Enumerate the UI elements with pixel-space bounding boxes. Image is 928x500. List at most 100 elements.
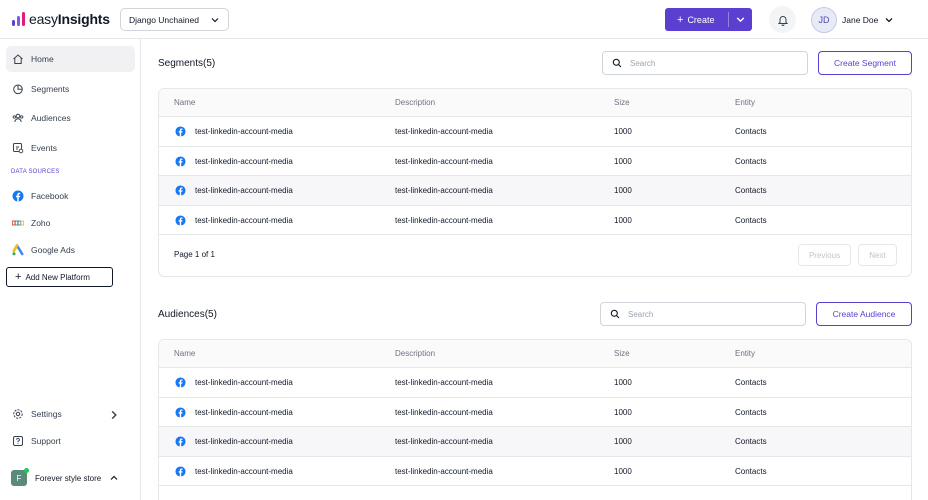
create-segment-button[interactable]: Create Segment	[818, 51, 912, 75]
sidebar-item-label: Segments	[31, 84, 70, 94]
sidebar-item-facebook[interactable]: Facebook	[6, 183, 135, 209]
gear-icon	[13, 409, 23, 419]
users-icon	[12, 113, 24, 123]
row-description: test-linkedin-account-media	[395, 437, 493, 446]
store-name: Forever style store	[35, 473, 102, 483]
column-header-description[interactable]: Description	[395, 98, 436, 107]
row-size: 1000	[614, 437, 632, 446]
chevron-down-icon	[211, 18, 219, 23]
table-header: Name Description Size Entity	[159, 89, 911, 117]
table-row[interactable]: test-linkedin-account-media test-linkedi…	[159, 398, 911, 427]
data-sources-label: DATA SOURCES	[11, 169, 60, 175]
workspace-select[interactable]: Django Unchained	[120, 8, 229, 31]
facebook-icon	[175, 406, 186, 418]
segments-table: Name Description Size Entity test-linked…	[158, 88, 912, 277]
facebook-icon	[175, 436, 186, 447]
column-header-name[interactable]: Name	[174, 349, 196, 358]
add-platform-label: Add New Platform	[25, 272, 90, 282]
facebook-icon	[12, 190, 24, 202]
segments-search[interactable]	[602, 51, 808, 75]
chevron-right-icon	[111, 410, 117, 420]
audiences-search[interactable]	[600, 302, 806, 326]
column-header-entity[interactable]: Entity	[735, 349, 756, 358]
row-name: test-linkedin-account-media	[195, 378, 293, 387]
sidebar-item-zoho[interactable]: Zoho	[6, 210, 135, 236]
row-name: test-linkedin-account-media	[195, 127, 293, 136]
table-header: Name Description Size Entity	[159, 340, 911, 368]
search-icon	[610, 309, 620, 319]
search-icon	[612, 58, 622, 68]
store-avatar: F	[11, 468, 29, 486]
column-header-description[interactable]: Description	[395, 349, 436, 358]
sidebar-item-label: Home	[31, 54, 54, 64]
chevron-down-icon	[885, 17, 893, 22]
chevron-up-icon	[110, 475, 118, 480]
next-page-button[interactable]: Next	[858, 244, 897, 266]
user-menu[interactable]: JD Jane Doe	[811, 6, 894, 33]
notifications-button[interactable]	[769, 6, 796, 33]
row-entity: Contacts	[735, 466, 767, 476]
bell-icon	[777, 15, 788, 26]
sidebar-item-label: Settings	[31, 409, 62, 419]
audiences-table: Name Description Size Entity test-linked…	[158, 339, 912, 500]
add-new-platform-button[interactable]: + Add New Platform	[6, 267, 113, 287]
row-size: 1000	[614, 186, 632, 195]
pie-chart-icon	[13, 84, 23, 95]
create-audience-button[interactable]: Create Audience	[816, 302, 912, 326]
sidebar-item-events[interactable]: Events	[6, 135, 135, 161]
column-header-entity[interactable]: Entity	[735, 98, 756, 107]
zoho-icon	[12, 220, 24, 226]
column-header-size[interactable]: Size	[614, 349, 630, 358]
chevron-down-icon[interactable]	[735, 14, 746, 25]
user-name: Jane Doe	[842, 14, 879, 25]
table-row[interactable]: test-linkedin-account-media test-linkedi…	[159, 117, 911, 147]
row-description: test-linkedin-account-media	[395, 215, 493, 225]
help-icon	[13, 436, 23, 446]
logo-bars-icon	[12, 12, 25, 26]
row-entity: Contacts	[735, 127, 767, 136]
sidebar-item-segments[interactable]: Segments	[6, 76, 135, 102]
row-name: test-linkedin-account-media	[195, 437, 293, 446]
plus-icon: +	[677, 13, 684, 26]
table-row[interactable]: test-linkedin-account-media test-linkedi…	[159, 206, 911, 235]
table-row[interactable]: test-linkedin-account-media test-linkedi…	[159, 427, 911, 457]
sidebar-item-settings[interactable]: Settings	[6, 401, 135, 427]
table-row[interactable]: test-linkedin-account-media test-linkedi…	[159, 176, 911, 206]
page-indicator: Page 1 of 1	[174, 250, 215, 259]
create-button[interactable]: + Create	[665, 8, 752, 31]
column-header-size[interactable]: Size	[614, 98, 630, 107]
row-entity: Contacts	[735, 156, 767, 166]
row-name: test-linkedin-account-media	[195, 156, 293, 166]
sidebar-item-label: Google Ads	[31, 245, 75, 255]
previous-page-button[interactable]: Previous	[798, 244, 851, 266]
row-description: test-linkedin-account-media	[395, 466, 493, 476]
sidebar-item-support[interactable]: Support	[6, 428, 135, 454]
row-description: test-linkedin-account-media	[395, 127, 493, 136]
brand-name: easyInsights	[29, 11, 110, 27]
column-header-name[interactable]: Name	[174, 98, 196, 107]
segments-title: Segments(5)	[158, 58, 216, 69]
sidebar-item-label: Events	[31, 143, 57, 153]
row-entity: Contacts	[735, 215, 767, 225]
row-name: test-linkedin-account-media	[195, 407, 293, 417]
brand-logo[interactable]: easyInsights	[12, 9, 110, 29]
create-label: Create	[687, 14, 715, 25]
table-row[interactable]: test-linkedin-account-media test-linkedi…	[159, 147, 911, 176]
row-name: test-linkedin-account-media	[195, 466, 293, 476]
sidebar-item-label: Audiences	[31, 113, 71, 123]
row-size: 1000	[614, 466, 632, 476]
facebook-icon	[175, 465, 186, 477]
audiences-title: Audiences(5)	[158, 309, 217, 320]
segments-search-input[interactable]	[630, 58, 780, 68]
sidebar-item-home[interactable]: Home	[6, 46, 135, 72]
row-entity: Contacts	[735, 407, 767, 417]
store-switcher[interactable]: F Forever style store	[6, 467, 135, 489]
table-row[interactable]: test-linkedin-account-media test-linkedi…	[159, 457, 911, 486]
facebook-icon	[175, 126, 186, 137]
sidebar-item-google-ads[interactable]: Google Ads	[6, 237, 135, 263]
audiences-search-input[interactable]	[628, 309, 778, 319]
table-row[interactable]: test-linkedin-account-media test-linkedi…	[159, 368, 911, 398]
row-size: 1000	[614, 407, 632, 417]
sidebar-item-label: Support	[31, 436, 61, 446]
sidebar-item-audiences[interactable]: Audiences	[6, 105, 135, 131]
